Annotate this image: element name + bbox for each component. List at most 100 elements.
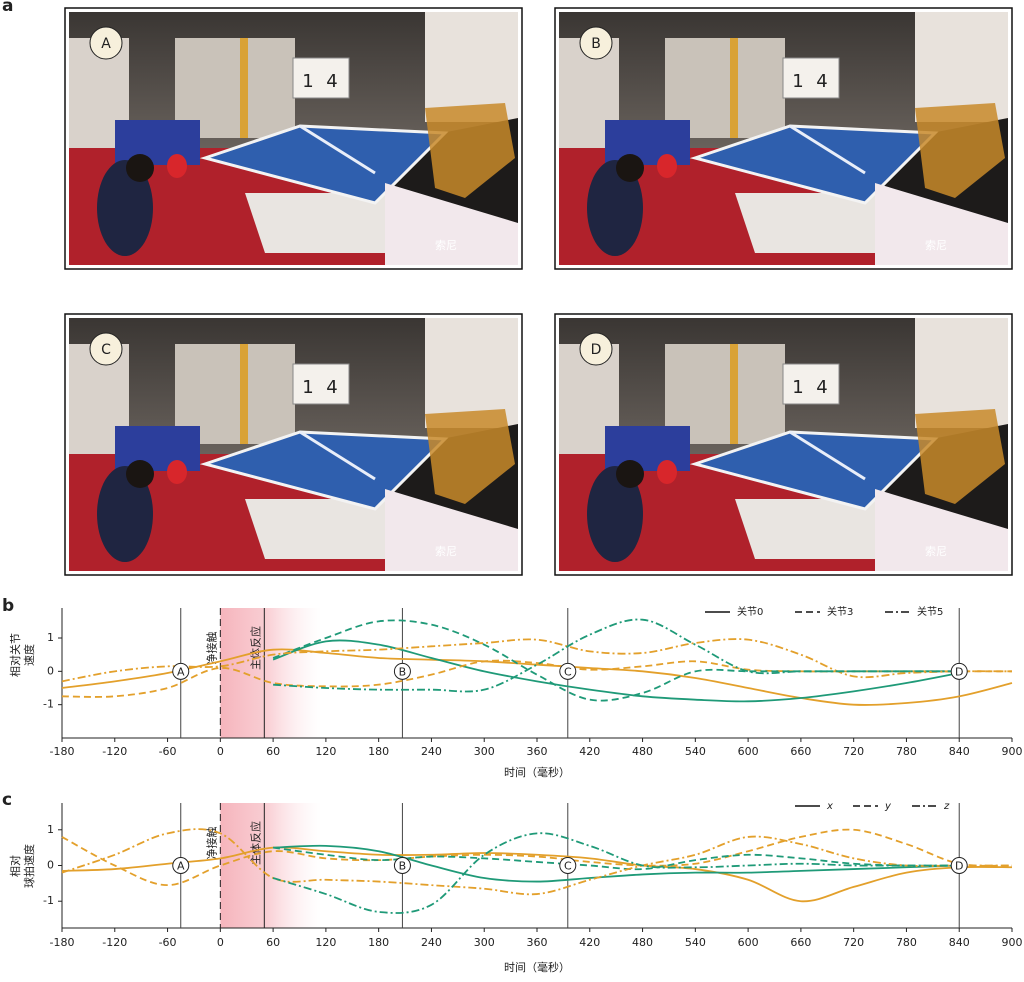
- scoreboard: [292, 363, 350, 405]
- white-barrier: [875, 489, 1008, 571]
- event-marker: [950, 662, 968, 680]
- player: [587, 466, 643, 562]
- series-line: [273, 618, 960, 693]
- score: 4: [816, 377, 827, 398]
- annotation-label: 净接触: [204, 827, 218, 860]
- event-marker: [393, 857, 411, 874]
- robot: [425, 409, 515, 504]
- table-base: [735, 193, 885, 253]
- panel-label: b: [2, 596, 14, 616]
- x-tick-label: 120: [315, 936, 336, 949]
- pole: [730, 38, 738, 138]
- x-tick-label: 240: [421, 745, 442, 758]
- x-tick-label: 480: [632, 936, 653, 949]
- event-marker: [559, 662, 577, 680]
- x-tick-label: 840: [949, 936, 970, 949]
- event-label: A: [177, 860, 185, 873]
- series-line: [272, 619, 960, 702]
- y-tick-label: 0: [47, 859, 54, 872]
- series-line: [61, 648, 1013, 706]
- x-tick-label: 60: [266, 745, 280, 758]
- blue-barrier: [605, 426, 690, 471]
- annotation-label: 主体反应: [248, 626, 262, 670]
- legend-label: 关节3: [827, 605, 853, 618]
- series-line: [272, 846, 960, 871]
- legend-label: z: [943, 801, 950, 812]
- photo: 1 4 索尼 A: [64, 7, 523, 270]
- label-circle: [579, 26, 613, 60]
- x-tick-label: 660: [790, 936, 811, 949]
- blue-barrier: [115, 120, 200, 165]
- label-letter: A: [101, 36, 111, 52]
- score: 4: [326, 377, 337, 398]
- label-letter: D: [591, 342, 602, 358]
- event-label: B: [399, 860, 407, 873]
- x-tick-label: 300: [474, 745, 495, 758]
- series-line: [61, 828, 1013, 887]
- series-line: [61, 638, 1013, 683]
- x-tick-label: 120: [315, 745, 336, 758]
- player-head: [616, 460, 644, 488]
- legend-label: 关节0: [737, 605, 763, 618]
- x-tick-label: -120: [102, 936, 127, 949]
- label-letter: B: [591, 36, 601, 52]
- x-tick-label: 60: [266, 936, 280, 949]
- y-tick-label: 0: [47, 664, 54, 677]
- x-tick-label: -180: [50, 745, 75, 758]
- banner-text: 索尼: [925, 238, 947, 252]
- player-head: [616, 154, 644, 182]
- white-barrier: [385, 183, 518, 265]
- event-label: C: [564, 665, 572, 678]
- x-tick-label: 780: [896, 936, 917, 949]
- legend-label: y: [884, 801, 892, 812]
- score: 1: [792, 377, 803, 398]
- pole: [730, 344, 738, 444]
- x-tick-label: 180: [368, 936, 389, 949]
- x-tick-label: -120: [102, 745, 127, 758]
- x-tick-label: 0: [217, 936, 224, 949]
- series-line: [273, 844, 960, 883]
- paddle: [167, 154, 187, 178]
- x-tick-label: 540: [685, 745, 706, 758]
- x-tick-label: -180: [50, 936, 75, 949]
- robot: [915, 409, 1005, 504]
- event-marker: [393, 662, 411, 680]
- score: 1: [792, 71, 803, 92]
- series-line: [61, 828, 1012, 896]
- y-axis-title: 相对: [8, 855, 22, 877]
- y-tick-label: -1: [43, 894, 54, 907]
- white-barrier: [875, 183, 1008, 265]
- annotation-label: 主体反应: [248, 821, 262, 865]
- x-tick-label: 0: [217, 745, 224, 758]
- event-label: B: [399, 665, 407, 678]
- x-tick-label: 780: [896, 745, 917, 758]
- x-tick-label: 240: [421, 936, 442, 949]
- x-tick-label: 360: [527, 936, 548, 949]
- x-tick-label: 720: [843, 745, 864, 758]
- x-tick-label: -60: [159, 936, 177, 949]
- table-net: [299, 430, 376, 481]
- event-marker: [559, 857, 577, 874]
- reaction-window: [220, 608, 322, 738]
- x-tick-label: 180: [368, 745, 389, 758]
- table-base: [245, 193, 395, 253]
- table-net: [299, 124, 376, 175]
- event-label: A: [177, 665, 185, 678]
- player-head: [126, 154, 154, 182]
- paddle: [657, 460, 677, 484]
- photo: 1 4 索尼 D: [554, 313, 1013, 576]
- label-letter: C: [101, 342, 111, 358]
- score: 1: [302, 377, 313, 398]
- x-tick-label: 300: [474, 936, 495, 949]
- x-tick-label: 660: [790, 745, 811, 758]
- series-line: [272, 639, 960, 703]
- table-base: [245, 499, 395, 559]
- x-tick-label: 420: [579, 936, 600, 949]
- robot: [425, 103, 515, 198]
- score: 4: [816, 71, 827, 92]
- photo: 1 4 索尼 B: [554, 7, 1013, 270]
- y-tick-label: 1: [47, 823, 54, 836]
- table-net: [789, 430, 866, 481]
- x-tick-label: 540: [685, 936, 706, 949]
- banner-text: 索尼: [435, 238, 457, 252]
